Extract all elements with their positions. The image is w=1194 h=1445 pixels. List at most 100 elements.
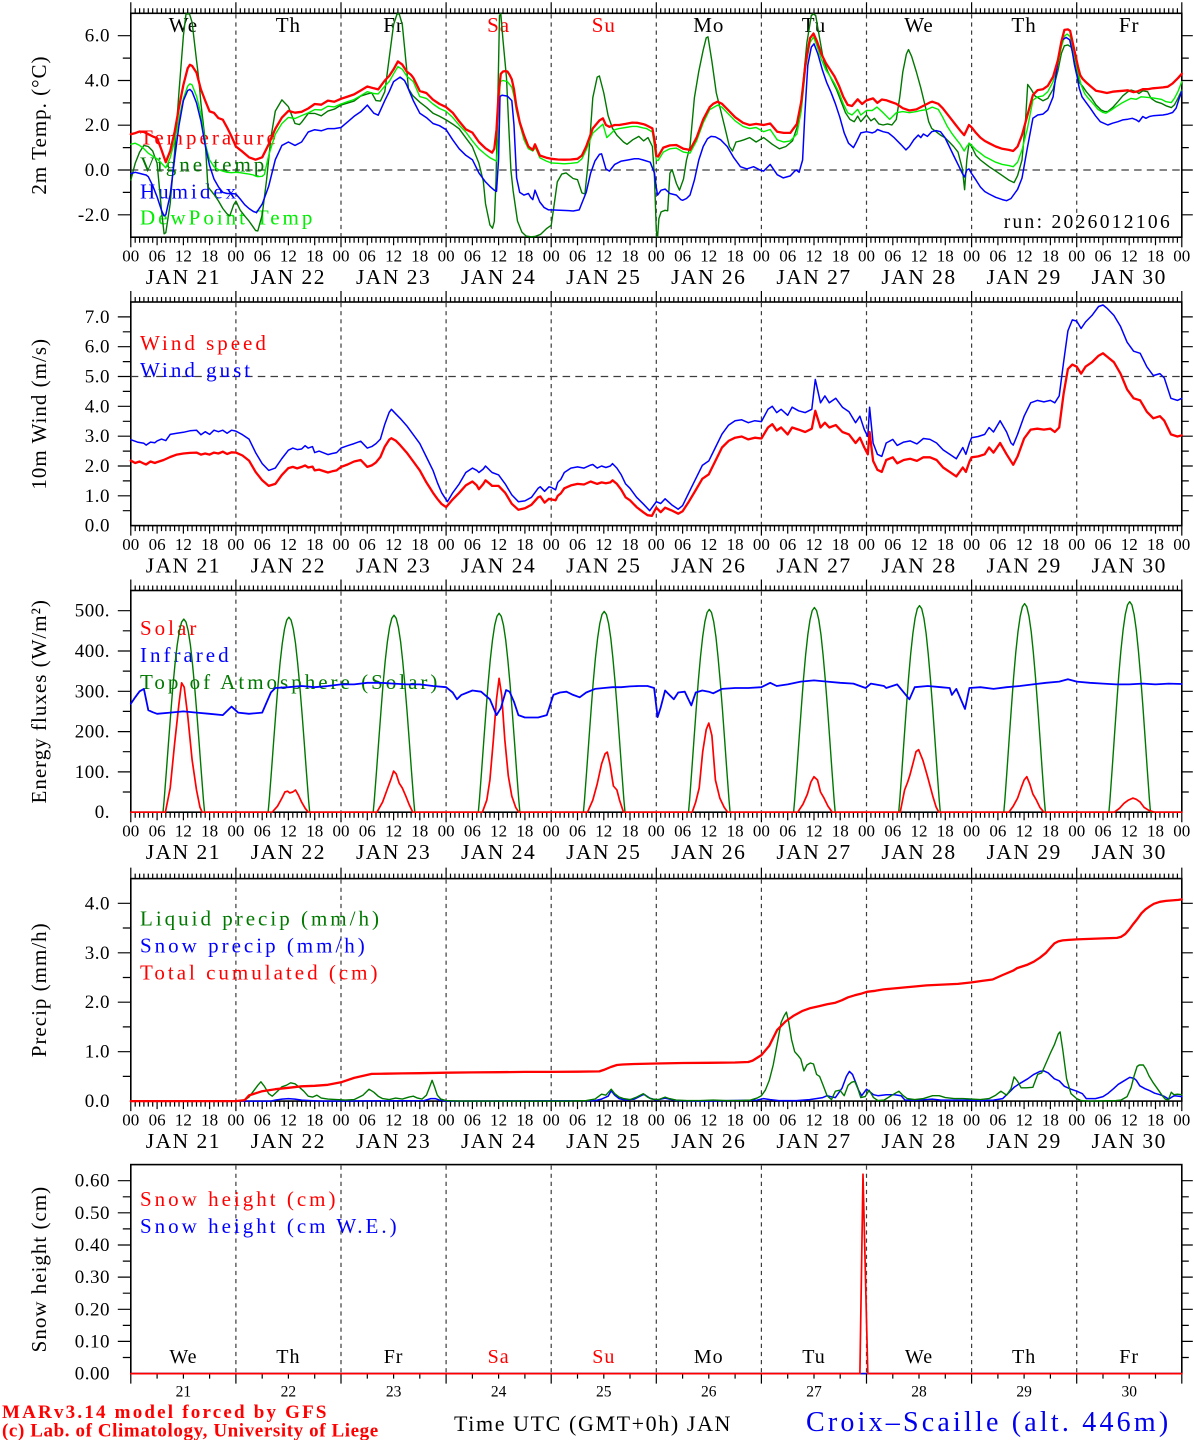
svg-text:12: 12	[595, 535, 612, 554]
svg-text:00: 00	[543, 1110, 560, 1129]
svg-text:6.0: 6.0	[85, 26, 110, 47]
svg-text:06: 06	[989, 1110, 1006, 1129]
svg-text:00: 00	[1068, 246, 1085, 265]
svg-text:4.0: 4.0	[85, 396, 110, 417]
svg-text:0.60: 0.60	[75, 1171, 110, 1192]
svg-text:0.: 0.	[95, 802, 110, 823]
svg-text:00: 00	[543, 821, 560, 840]
svg-text:18: 18	[727, 535, 744, 554]
svg-text:18: 18	[1042, 1110, 1059, 1129]
svg-text:06: 06	[674, 821, 691, 840]
svg-text:JAN 23: JAN 23	[356, 553, 431, 577]
svg-text:00: 00	[543, 535, 560, 554]
svg-text:06: 06	[884, 1110, 901, 1129]
svg-text:Sa: Sa	[487, 13, 510, 37]
svg-text:00: 00	[333, 246, 350, 265]
svg-text:12: 12	[385, 1110, 402, 1129]
svg-text:We: We	[905, 1346, 933, 1368]
svg-text:JAN 26: JAN 26	[671, 840, 746, 864]
svg-text:12: 12	[1121, 246, 1138, 265]
svg-text:0.0: 0.0	[85, 516, 110, 537]
svg-text:JAN 28: JAN 28	[881, 1129, 956, 1153]
svg-text:06: 06	[779, 821, 796, 840]
svg-text:12: 12	[1121, 1110, 1138, 1129]
svg-text:12: 12	[911, 535, 928, 554]
svg-text:00: 00	[858, 1110, 875, 1129]
svg-text:06: 06	[254, 246, 271, 265]
svg-text:12: 12	[490, 821, 507, 840]
svg-text:00: 00	[1068, 821, 1085, 840]
svg-text:2.0: 2.0	[85, 115, 110, 136]
svg-text:JAN 27: JAN 27	[776, 1129, 851, 1153]
svg-text:12: 12	[911, 246, 928, 265]
svg-text:00: 00	[753, 821, 770, 840]
svg-text:00: 00	[858, 535, 875, 554]
svg-text:JAN 29: JAN 29	[986, 265, 1061, 289]
svg-text:00: 00	[333, 535, 350, 554]
svg-text:Fr: Fr	[1119, 1346, 1139, 1368]
svg-text:MARv3.14 model forced by GFS: MARv3.14 model forced by GFS	[2, 1402, 329, 1423]
svg-text:Vigne temp: Vigne temp	[140, 153, 267, 177]
svg-text:06: 06	[254, 535, 271, 554]
svg-text:27: 27	[806, 1384, 822, 1401]
svg-text:12: 12	[385, 535, 402, 554]
svg-text:18: 18	[201, 246, 218, 265]
svg-text:JAN 25: JAN 25	[566, 553, 641, 577]
svg-text:JAN 30: JAN 30	[1092, 553, 1167, 577]
svg-text:12: 12	[280, 246, 297, 265]
svg-text:18: 18	[516, 535, 533, 554]
svg-text:06: 06	[884, 821, 901, 840]
svg-text:run: 2026012106: run: 2026012106	[1004, 212, 1172, 233]
svg-text:0.20: 0.20	[75, 1299, 110, 1320]
svg-text:00: 00	[122, 535, 139, 554]
svg-text:00: 00	[122, 1110, 139, 1129]
svg-text:JAN 22: JAN 22	[251, 840, 326, 864]
svg-text:18: 18	[306, 821, 323, 840]
svg-text:12: 12	[280, 821, 297, 840]
svg-text:18: 18	[832, 821, 849, 840]
svg-text:1.0: 1.0	[85, 486, 110, 507]
svg-text:18: 18	[411, 246, 428, 265]
svg-text:12: 12	[595, 821, 612, 840]
svg-text:JAN 28: JAN 28	[881, 840, 956, 864]
svg-text:06: 06	[1095, 246, 1112, 265]
svg-text:00: 00	[227, 246, 244, 265]
svg-text:400.: 400.	[75, 641, 110, 662]
svg-text:00: 00	[1068, 535, 1085, 554]
svg-text:7.0: 7.0	[85, 307, 110, 328]
svg-text:00: 00	[963, 821, 980, 840]
svg-text:Th: Th	[276, 1346, 300, 1368]
svg-text:00: 00	[122, 246, 139, 265]
svg-text:0.0: 0.0	[85, 160, 110, 181]
svg-text:JAN 21: JAN 21	[146, 1129, 221, 1153]
svg-text:12: 12	[806, 821, 823, 840]
svg-text:12: 12	[700, 821, 717, 840]
svg-text:18: 18	[1042, 535, 1059, 554]
svg-text:06: 06	[254, 821, 271, 840]
svg-text:Mo: Mo	[694, 1346, 724, 1368]
svg-text:3.0: 3.0	[85, 943, 110, 964]
svg-text:18: 18	[937, 535, 954, 554]
svg-text:We: We	[169, 1346, 197, 1368]
svg-text:Snow height (cm): Snow height (cm)	[140, 1187, 338, 1211]
svg-text:18: 18	[832, 246, 849, 265]
svg-text:12: 12	[806, 535, 823, 554]
svg-text:06: 06	[149, 246, 166, 265]
svg-text:12: 12	[700, 246, 717, 265]
svg-text:Precip (mm/h): Precip (mm/h)	[27, 922, 51, 1057]
svg-text:Time UTC (GMT+0h) JAN: Time UTC (GMT+0h) JAN	[454, 1411, 732, 1436]
svg-text:18: 18	[516, 1110, 533, 1129]
svg-text:06: 06	[464, 535, 481, 554]
svg-text:JAN 25: JAN 25	[566, 265, 641, 289]
svg-text:18: 18	[622, 535, 639, 554]
svg-text:12: 12	[385, 246, 402, 265]
svg-text:06: 06	[359, 246, 376, 265]
svg-text:JAN 21: JAN 21	[146, 840, 221, 864]
svg-text:18: 18	[622, 1110, 639, 1129]
svg-text:18: 18	[411, 535, 428, 554]
svg-text:00: 00	[227, 1110, 244, 1129]
svg-text:3.0: 3.0	[85, 426, 110, 447]
svg-text:JAN 30: JAN 30	[1092, 265, 1167, 289]
svg-text:10m Wind (m/s): 10m Wind (m/s)	[27, 338, 51, 490]
svg-text:0.30: 0.30	[75, 1267, 110, 1288]
